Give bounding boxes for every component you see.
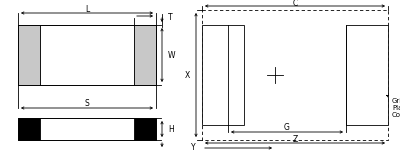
Bar	[134, 118, 156, 140]
Text: W: W	[168, 51, 176, 60]
Text: X: X	[185, 71, 190, 80]
Text: C: C	[292, 0, 298, 9]
Text: L: L	[85, 4, 89, 13]
Bar	[18, 25, 40, 85]
Bar	[202, 10, 388, 140]
Bar	[18, 25, 156, 85]
Text: T: T	[168, 13, 173, 22]
Text: H: H	[168, 126, 174, 135]
Bar	[346, 25, 388, 125]
Bar	[18, 118, 156, 140]
Text: G: G	[284, 124, 290, 133]
Bar	[18, 118, 40, 140]
Text: Grid
Placement
Courtyard: Grid Placement Courtyard	[386, 95, 400, 118]
Bar	[202, 25, 244, 125]
Bar	[134, 25, 156, 85]
Bar	[40, 25, 134, 85]
Text: Z: Z	[292, 135, 298, 144]
Bar	[40, 118, 134, 140]
Text: Y: Y	[191, 144, 196, 153]
Text: S: S	[85, 100, 89, 108]
